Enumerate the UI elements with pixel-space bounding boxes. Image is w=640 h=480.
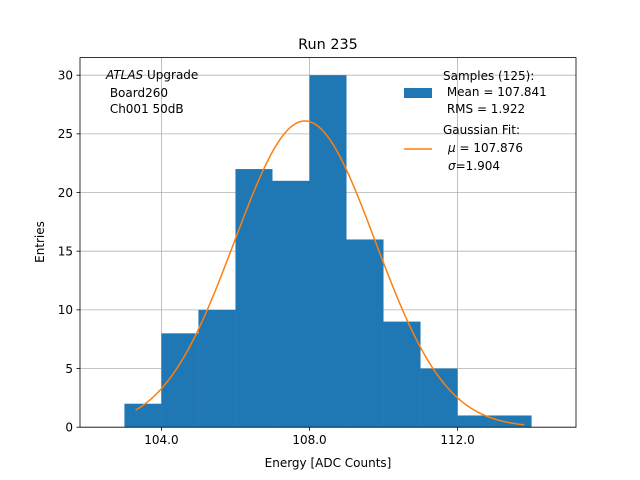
histogram-bar xyxy=(457,415,495,428)
legend-samples-swatch xyxy=(404,88,432,98)
gaussian-fit xyxy=(135,120,525,426)
annotation-line-1: ATLAS Upgrade xyxy=(105,68,198,82)
legend-samples-line-2: Mean = 107.841 xyxy=(443,85,547,99)
legend-samples-line-1: Samples (125): xyxy=(443,69,534,83)
y-tick-label: 25 xyxy=(58,127,73,141)
mu-value: = 107.876 xyxy=(456,141,523,155)
annotation: ATLAS Upgrade Board260 Ch001 50dB xyxy=(105,68,198,116)
y-tick-label: 20 xyxy=(58,186,73,200)
legend-fit-line-1: Gaussian Fit: xyxy=(443,123,520,137)
gaussian-fit-curve xyxy=(135,120,525,426)
plot-frame xyxy=(79,57,577,428)
legend-fit-sigma: σ=1.904 xyxy=(448,159,500,173)
y-tick-label: 10 xyxy=(58,303,73,317)
annotation-line-3: Ch001 50dB xyxy=(106,102,184,116)
histogram-bar xyxy=(198,309,236,428)
histogram-bars xyxy=(124,75,532,428)
y-axis-label: Entries xyxy=(33,221,47,263)
histogram-bar xyxy=(346,239,384,428)
histogram-bar xyxy=(235,169,273,428)
x-axis-label: Energy [ADC Counts] xyxy=(265,456,392,470)
histogram-bar xyxy=(161,333,199,428)
chart-title: Run 235 xyxy=(298,37,358,53)
legend-fit-mu: μ = 107.876 xyxy=(447,141,523,155)
sigma-value: =1.904 xyxy=(456,159,500,173)
histogram-bar xyxy=(272,180,310,428)
mu-symbol: μ xyxy=(447,141,456,155)
histogram-bar xyxy=(383,321,421,428)
histogram-bar xyxy=(124,403,162,428)
x-tick-label: 112.0 xyxy=(440,433,474,447)
histogram-bar xyxy=(309,75,347,428)
annotation-first-rest: Upgrade xyxy=(143,68,198,82)
x-tick-label: 108.0 xyxy=(292,433,326,447)
y-tick-label: 15 xyxy=(58,245,73,259)
y-tick-label: 30 xyxy=(58,69,73,83)
histogram-bar xyxy=(494,415,532,428)
axis-ticks: 104.0 108.0 112.0 0 5 10 15 20 25 30 xyxy=(58,69,475,448)
legend-samples-line-3: RMS = 1.922 xyxy=(443,102,525,116)
annotation-line-2: Board260 xyxy=(106,86,168,100)
x-tick-label: 104.0 xyxy=(144,433,178,447)
y-tick-label: 0 xyxy=(65,421,73,435)
sigma-symbol: σ xyxy=(448,159,456,173)
legend: Samples (125): Mean = 107.841 RMS = 1.92… xyxy=(404,69,547,173)
annotation-italic: ATLAS xyxy=(105,68,144,82)
y-tick-label: 5 xyxy=(65,362,73,376)
